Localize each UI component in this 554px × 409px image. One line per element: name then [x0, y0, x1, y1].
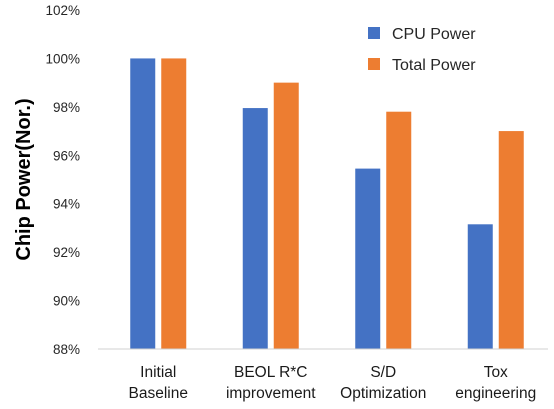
cpu-power-bar [130, 58, 156, 350]
total-power-bar [273, 82, 299, 350]
y-axis-tick-labels: 88% 90% 92% 94% 96% 98% 100% 102% [45, 3, 80, 357]
y-tick-label: 100% [45, 51, 80, 66]
total-power-bar [161, 58, 187, 350]
legend-swatch [368, 58, 380, 70]
y-tick-label: 96% [53, 148, 80, 163]
y-tick-label: 102% [45, 3, 80, 18]
y-axis-label: Chip Power(Nor.) [13, 98, 35, 260]
legend: CPU Power Total Power [368, 26, 476, 74]
bar-groups [130, 58, 524, 350]
bar-group [130, 58, 187, 350]
x-category-label: Tox [484, 364, 508, 381]
legend-label: CPU Power [392, 26, 476, 43]
x-axis-category-labels: Initial Baseline BEOL R*C improvement S/D Opt… [129, 364, 537, 402]
cpu-power-bar [355, 168, 381, 349]
x-category-label: engineering [455, 385, 536, 402]
bar-group [467, 131, 524, 349]
y-tick-label: 98% [53, 100, 80, 115]
cpu-power-bar [242, 108, 268, 349]
legend-label: Total Power [392, 57, 476, 74]
x-category-label: Optimization [340, 385, 426, 402]
legend-item: Total Power [368, 57, 476, 74]
x-category-label: improvement [226, 385, 316, 402]
y-tick-label: 94% [53, 197, 80, 212]
x-category-label: BEOL R*C [234, 364, 308, 381]
cpu-power-bar [467, 224, 493, 349]
y-tick-label: 92% [53, 245, 80, 260]
legend-item: CPU Power [368, 26, 476, 43]
y-tick-label: 88% [53, 342, 80, 357]
bar-group [355, 111, 412, 349]
legend-swatch [368, 27, 380, 39]
bar-group [242, 82, 299, 350]
x-category-label: Baseline [129, 385, 188, 402]
y-tick-label: 90% [53, 294, 80, 309]
x-category-label: S/D [370, 364, 396, 381]
x-category-label: Initial [140, 364, 176, 381]
total-power-bar [498, 131, 524, 349]
total-power-bar [386, 111, 412, 349]
